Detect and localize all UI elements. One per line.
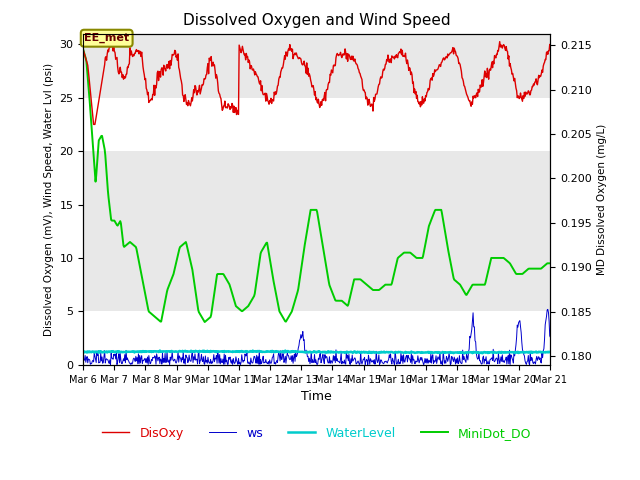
DisOxy [387, 60, 395, 66]
ws [107, 362, 115, 368]
ws [544, 307, 552, 312]
MiniDot_DO [374, 287, 381, 293]
Line: DisOxy: DisOxy [83, 42, 550, 124]
WaterLevel [136, 348, 143, 354]
DisOxy [547, 44, 554, 50]
ws [209, 360, 216, 366]
DisOxy [79, 47, 87, 52]
ws [387, 359, 395, 364]
MiniDot_DO [136, 263, 143, 269]
ws [374, 360, 381, 365]
MiniDot_DO [183, 244, 191, 250]
WaterLevel [209, 348, 216, 354]
DisOxy [184, 103, 191, 108]
MiniDot_DO [79, 47, 87, 52]
WaterLevel [387, 349, 395, 355]
DisOxy [136, 49, 144, 55]
Text: EE_met: EE_met [84, 33, 129, 43]
Line: MiniDot_DO: MiniDot_DO [83, 49, 550, 322]
MiniDot_DO [201, 319, 209, 325]
ws [184, 360, 191, 365]
Y-axis label: MD Dissolved Oxygen (mg/L): MD Dissolved Oxygen (mg/L) [597, 123, 607, 275]
WaterLevel [374, 350, 381, 356]
ws [88, 360, 95, 366]
Line: WaterLevel: WaterLevel [83, 350, 550, 353]
Title: Dissolved Oxygen and Wind Speed: Dissolved Oxygen and Wind Speed [183, 13, 451, 28]
MiniDot_DO [547, 261, 554, 266]
WaterLevel [88, 349, 95, 355]
Y-axis label: Dissolved Oxygen (mV), Wind Speed, Water Lvl (psi): Dissolved Oxygen (mV), Wind Speed, Water… [44, 62, 54, 336]
MiniDot_DO [209, 303, 216, 309]
WaterLevel [547, 349, 554, 355]
MiniDot_DO [88, 125, 95, 131]
Line: ws: ws [83, 310, 550, 365]
MiniDot_DO [387, 282, 395, 288]
ws [79, 354, 87, 360]
WaterLevel [79, 349, 87, 355]
DisOxy [88, 102, 95, 108]
ws [136, 360, 144, 366]
DisOxy [374, 88, 381, 94]
Bar [83, 34, 550, 98]
ws [547, 335, 554, 340]
Bar [83, 151, 550, 312]
DisOxy [496, 39, 504, 45]
X-axis label: Time: Time [301, 390, 332, 403]
DisOxy [90, 121, 97, 127]
DisOxy [209, 60, 216, 66]
WaterLevel [461, 350, 468, 356]
WaterLevel [184, 348, 191, 354]
Legend: DisOxy, ws, WaterLevel, MiniDot_DO: DisOxy, ws, WaterLevel, MiniDot_DO [97, 421, 537, 444]
WaterLevel [156, 348, 164, 353]
